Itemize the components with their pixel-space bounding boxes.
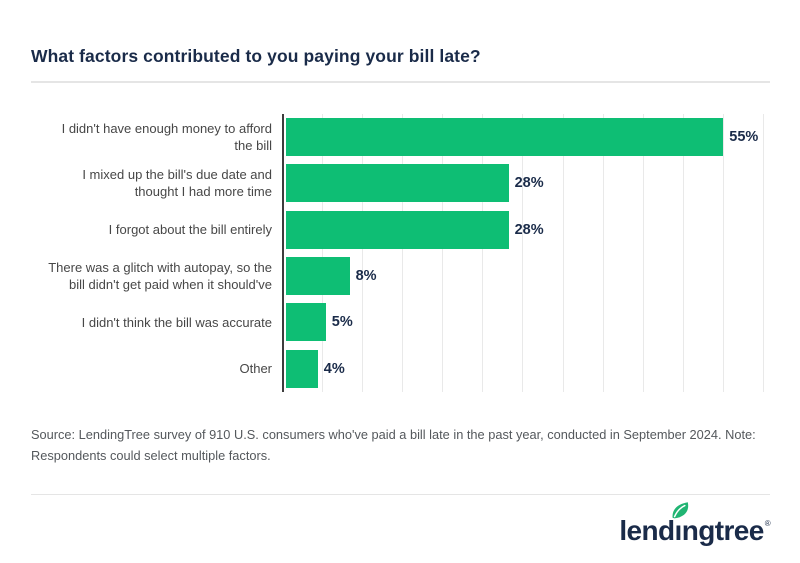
gridline-15 [402,114,404,392]
gridline-5 [322,114,324,392]
category-label: I mixed up the bill's due date and thoug… [82,166,272,200]
chart-row: Other 4% [31,346,771,392]
chart-row: I didn't have enough money to afford the… [31,114,771,160]
trademark-symbol: ® [764,519,771,529]
chart-row: I didn't think the bill was accurate 5% [31,299,771,345]
bar [286,303,326,342]
gridline-35 [562,114,564,392]
logo-i-slot: ı [672,502,688,547]
bar-cell: 4% [286,349,771,388]
lendingtree-logo: lend ı ngtree ® [619,502,771,547]
gridline-40 [602,114,604,392]
plot-area [282,114,771,392]
bar-value-label: 8% [355,268,377,285]
gridline-25 [482,114,484,392]
bar-value-label: 28% [514,175,544,192]
chart-row: I forgot about the bill entirely 28% [31,207,771,253]
chart-row: I mixed up the bill's due date and thoug… [31,160,771,206]
bar [286,257,350,296]
bar-value-label: 5% [331,314,353,331]
bar [286,164,509,203]
category-label: I didn't have enough money to afford the… [61,120,272,154]
bar-cell: 8% [286,257,771,296]
logo-text-part1: lend [619,515,675,547]
bar-chart: I didn't have enough money to afford the… [31,114,771,392]
bar-cell: 28% [286,164,771,203]
bar [286,349,318,388]
footer-divider [31,494,770,496]
gridline-45 [642,114,644,392]
title-divider [31,81,770,83]
logo-dotless-i: ı [674,515,683,547]
bar [286,210,509,249]
page-title: What factors contributed to you paying y… [31,46,481,66]
source-note: Source: LendingTree survey of 910 U.S. c… [31,427,756,463]
gridline-60 [762,114,764,392]
category-label: Other [239,361,272,377]
bar-cell: 5% [286,303,771,342]
category-label: There was a glitch with autopay, so the … [48,259,272,293]
infographic-card: What factors contributed to you paying y… [0,46,800,563]
category-label: I forgot about the bill entirely [108,222,272,238]
bar-cell: 28% [286,210,771,249]
leaf-icon [672,502,688,519]
y-axis-line [282,114,284,392]
chart-rows: I didn't have enough money to afford the… [31,114,771,392]
bar-value-label: 4% [323,360,345,377]
bar [286,118,724,157]
gridline-20 [442,114,444,392]
gridline-55 [722,114,724,392]
bar-value-label: 55% [729,129,759,146]
chart-row: There was a glitch with autopay, so the … [31,253,771,299]
gridline-50 [682,114,684,392]
footer: lend ı ngtree ® [0,495,800,563]
gridline-10 [362,114,364,392]
logo-text-part2: ngtree [681,515,765,547]
gridline-30 [522,114,524,392]
bar-value-label: 28% [514,221,544,238]
bar-cell: 55% [286,118,771,157]
category-label: I didn't think the bill was accurate [81,314,272,330]
